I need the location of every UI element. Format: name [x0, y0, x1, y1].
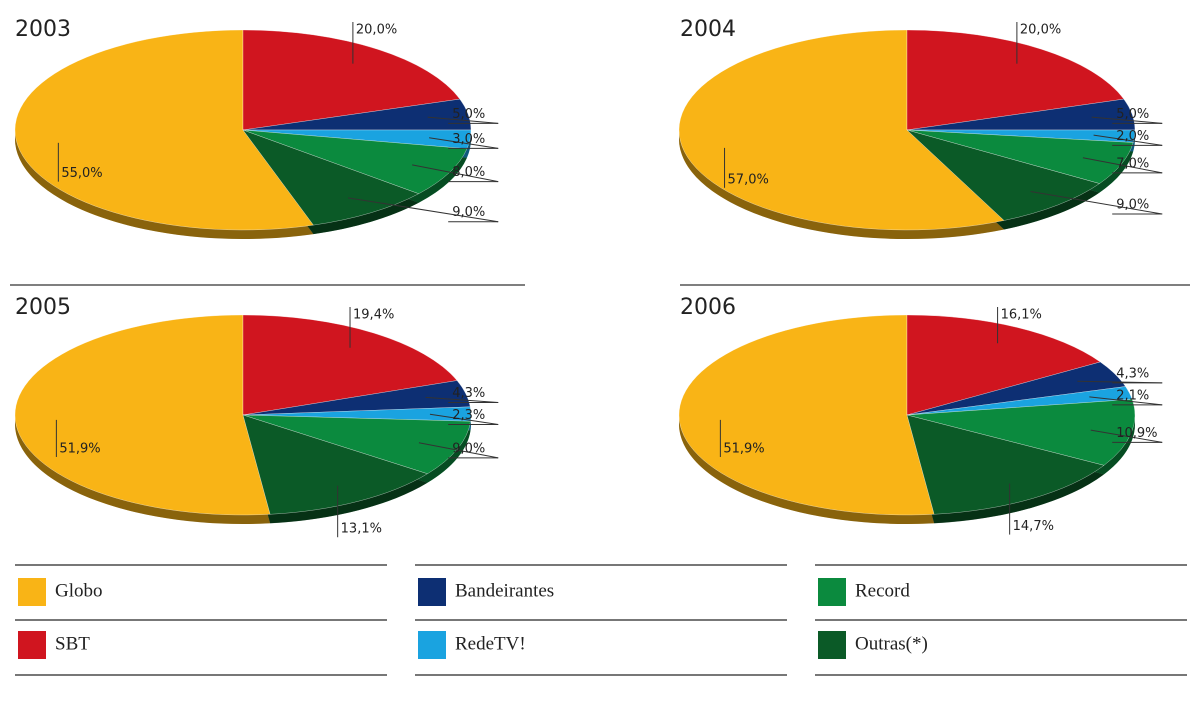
data-label: 16,1% [1001, 308, 1042, 323]
data-label: 20,0% [356, 23, 397, 38]
slice [906, 29, 1125, 131]
chart-title: 2004 [680, 17, 736, 42]
data-label: 57,0% [728, 172, 769, 187]
leader-line [1090, 429, 1163, 443]
chart-title: 2003 [15, 17, 71, 42]
leader-line [425, 396, 499, 403]
legend-label: RedeTV! [455, 633, 526, 654]
slice [14, 314, 271, 516]
data-label: 10,9% [1116, 426, 1157, 441]
leader-line [1093, 134, 1163, 146]
legend-label: Globo [55, 580, 103, 601]
data-label: 5,0% [1116, 107, 1149, 122]
data-label: 9,0% [452, 205, 485, 220]
data-label: 19,4% [353, 308, 394, 323]
leader-line [1082, 157, 1163, 174]
data-label: 9,0% [1116, 198, 1149, 213]
slice [906, 129, 1100, 221]
legend-label: Outras(*) [855, 633, 928, 654]
leader-line [429, 413, 499, 425]
chart-title: 2005 [15, 295, 71, 320]
leader-line [1089, 396, 1163, 406]
legend-swatch [818, 631, 846, 659]
data-label: 8,0% [452, 165, 485, 180]
legend-label: Bandeirantes [455, 580, 554, 601]
slice [242, 414, 428, 515]
data-label: 2,0% [1116, 129, 1149, 144]
slice [242, 129, 420, 226]
data-label: 51,9% [59, 441, 100, 456]
legend-label: Record [855, 580, 910, 601]
slice [242, 414, 471, 474]
slice [906, 314, 1101, 416]
data-label: 5,0% [452, 107, 485, 122]
data-label: 2,1% [1116, 388, 1149, 403]
slice [678, 314, 935, 516]
data-label: 9,0% [452, 441, 485, 456]
leader-line [427, 116, 499, 124]
legend-swatch [818, 578, 846, 606]
data-label: 4,3% [1116, 366, 1149, 381]
slice [906, 399, 1136, 466]
leader-line [348, 197, 499, 223]
slice [14, 29, 314, 231]
slice [242, 314, 458, 416]
leader-line [418, 442, 499, 459]
leader-line [429, 137, 499, 149]
legend-swatch [18, 631, 46, 659]
slice [678, 29, 1005, 231]
data-label: 14,7% [1013, 519, 1054, 534]
legend-swatch [18, 578, 46, 606]
slice [906, 414, 1105, 515]
leader-line [1030, 191, 1163, 215]
data-label: 55,0% [61, 166, 102, 181]
leader-line [412, 164, 499, 183]
data-label: 7,0% [1116, 156, 1149, 171]
data-label: 4,3% [452, 386, 485, 401]
slice [242, 29, 461, 131]
legend-label: SBT [55, 633, 90, 654]
data-label: 51,9% [723, 441, 764, 456]
data-label: 20,0% [1020, 23, 1061, 38]
legend-swatch [418, 578, 446, 606]
data-label: 3,0% [452, 132, 485, 147]
leader-line [1091, 116, 1163, 124]
data-label: 2,3% [452, 408, 485, 423]
data-label: 13,1% [341, 522, 382, 537]
legend-swatch [418, 631, 446, 659]
chart-title: 2006 [680, 295, 736, 320]
